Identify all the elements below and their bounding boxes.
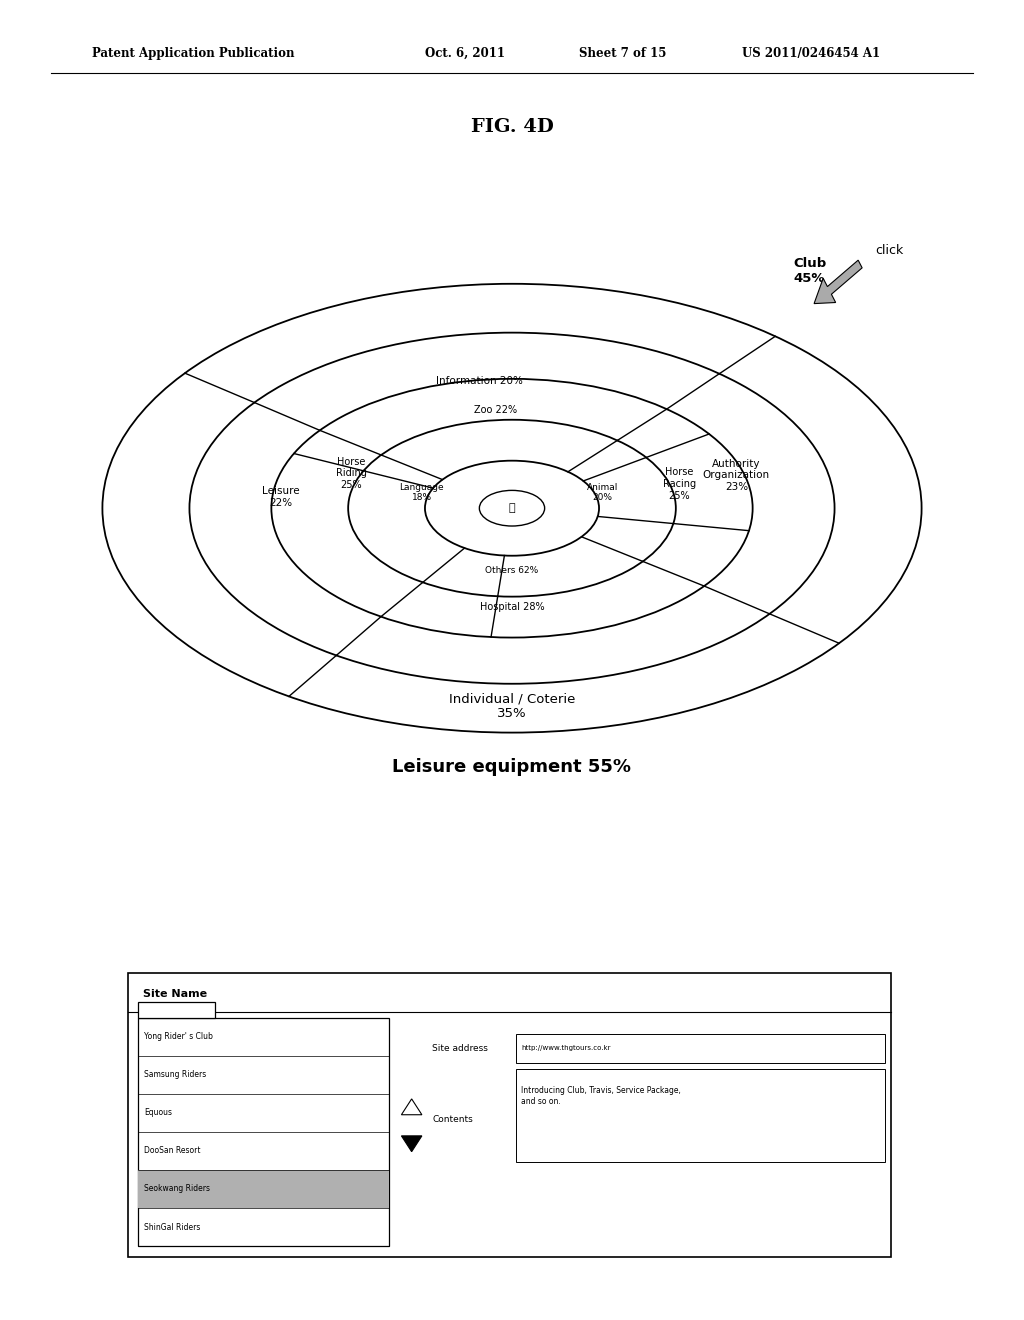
- Text: Animal
20%: Animal 20%: [587, 483, 618, 502]
- Text: Authority
Organization
23%: Authority Organization 23%: [702, 459, 770, 492]
- Text: Leisure
22%: Leisure 22%: [262, 486, 299, 508]
- Ellipse shape: [425, 461, 599, 556]
- Text: Contents: Contents: [432, 1115, 473, 1123]
- Text: Zoo 22%: Zoo 22%: [474, 405, 517, 416]
- Text: Horse
Racing
25%: Horse Racing 25%: [663, 467, 696, 500]
- Text: Introducing Club, Travis, Service Package,
and so on.: Introducing Club, Travis, Service Packag…: [521, 1086, 681, 1106]
- Text: Sheet 7 of 15: Sheet 7 of 15: [579, 46, 666, 59]
- Text: Club
45%: Club 45%: [794, 256, 826, 285]
- Polygon shape: [401, 1135, 422, 1151]
- Ellipse shape: [102, 284, 922, 733]
- Text: http://www.thgtours.co.kr: http://www.thgtours.co.kr: [521, 1045, 610, 1051]
- Text: Yong Rider' s Club: Yong Rider' s Club: [144, 1032, 213, 1041]
- FancyBboxPatch shape: [138, 1170, 389, 1208]
- Text: Samsung Riders: Samsung Riders: [144, 1071, 207, 1080]
- Text: Language
18%: Language 18%: [399, 483, 444, 502]
- Text: Oct. 6, 2011: Oct. 6, 2011: [425, 46, 505, 59]
- FancyBboxPatch shape: [516, 1069, 885, 1162]
- Text: Seokwang Riders: Seokwang Riders: [144, 1184, 210, 1193]
- FancyArrow shape: [814, 260, 862, 304]
- Text: Patent Application Publication: Patent Application Publication: [92, 46, 295, 59]
- Ellipse shape: [271, 379, 753, 638]
- FancyBboxPatch shape: [138, 1018, 389, 1246]
- FancyBboxPatch shape: [128, 973, 891, 1257]
- Ellipse shape: [348, 420, 676, 597]
- Text: ShinGal Riders: ShinGal Riders: [144, 1222, 201, 1232]
- Text: Site Name: Site Name: [143, 989, 208, 999]
- Text: click: click: [876, 244, 904, 257]
- FancyBboxPatch shape: [138, 1002, 215, 1018]
- Text: Leisure equipment 55%: Leisure equipment 55%: [392, 758, 632, 776]
- Text: DooSan Resort: DooSan Resort: [144, 1147, 201, 1155]
- Text: FIG. 4D: FIG. 4D: [471, 117, 553, 136]
- Text: Equous: Equous: [144, 1109, 172, 1117]
- Text: Others 62%: Others 62%: [485, 565, 539, 574]
- Text: Hospital 28%: Hospital 28%: [479, 602, 545, 611]
- Text: US 2011/0246454 A1: US 2011/0246454 A1: [742, 46, 881, 59]
- Ellipse shape: [189, 333, 835, 684]
- Ellipse shape: [479, 491, 545, 527]
- Text: Individual / Coterie
35%: Individual / Coterie 35%: [449, 692, 575, 721]
- FancyBboxPatch shape: [516, 1034, 885, 1063]
- Text: Horse
Riding
25%: Horse Riding 25%: [336, 457, 367, 490]
- Text: 말: 말: [509, 503, 515, 513]
- Polygon shape: [401, 1098, 422, 1114]
- Text: Site address: Site address: [432, 1044, 488, 1052]
- Text: Information 20%: Information 20%: [436, 376, 522, 387]
